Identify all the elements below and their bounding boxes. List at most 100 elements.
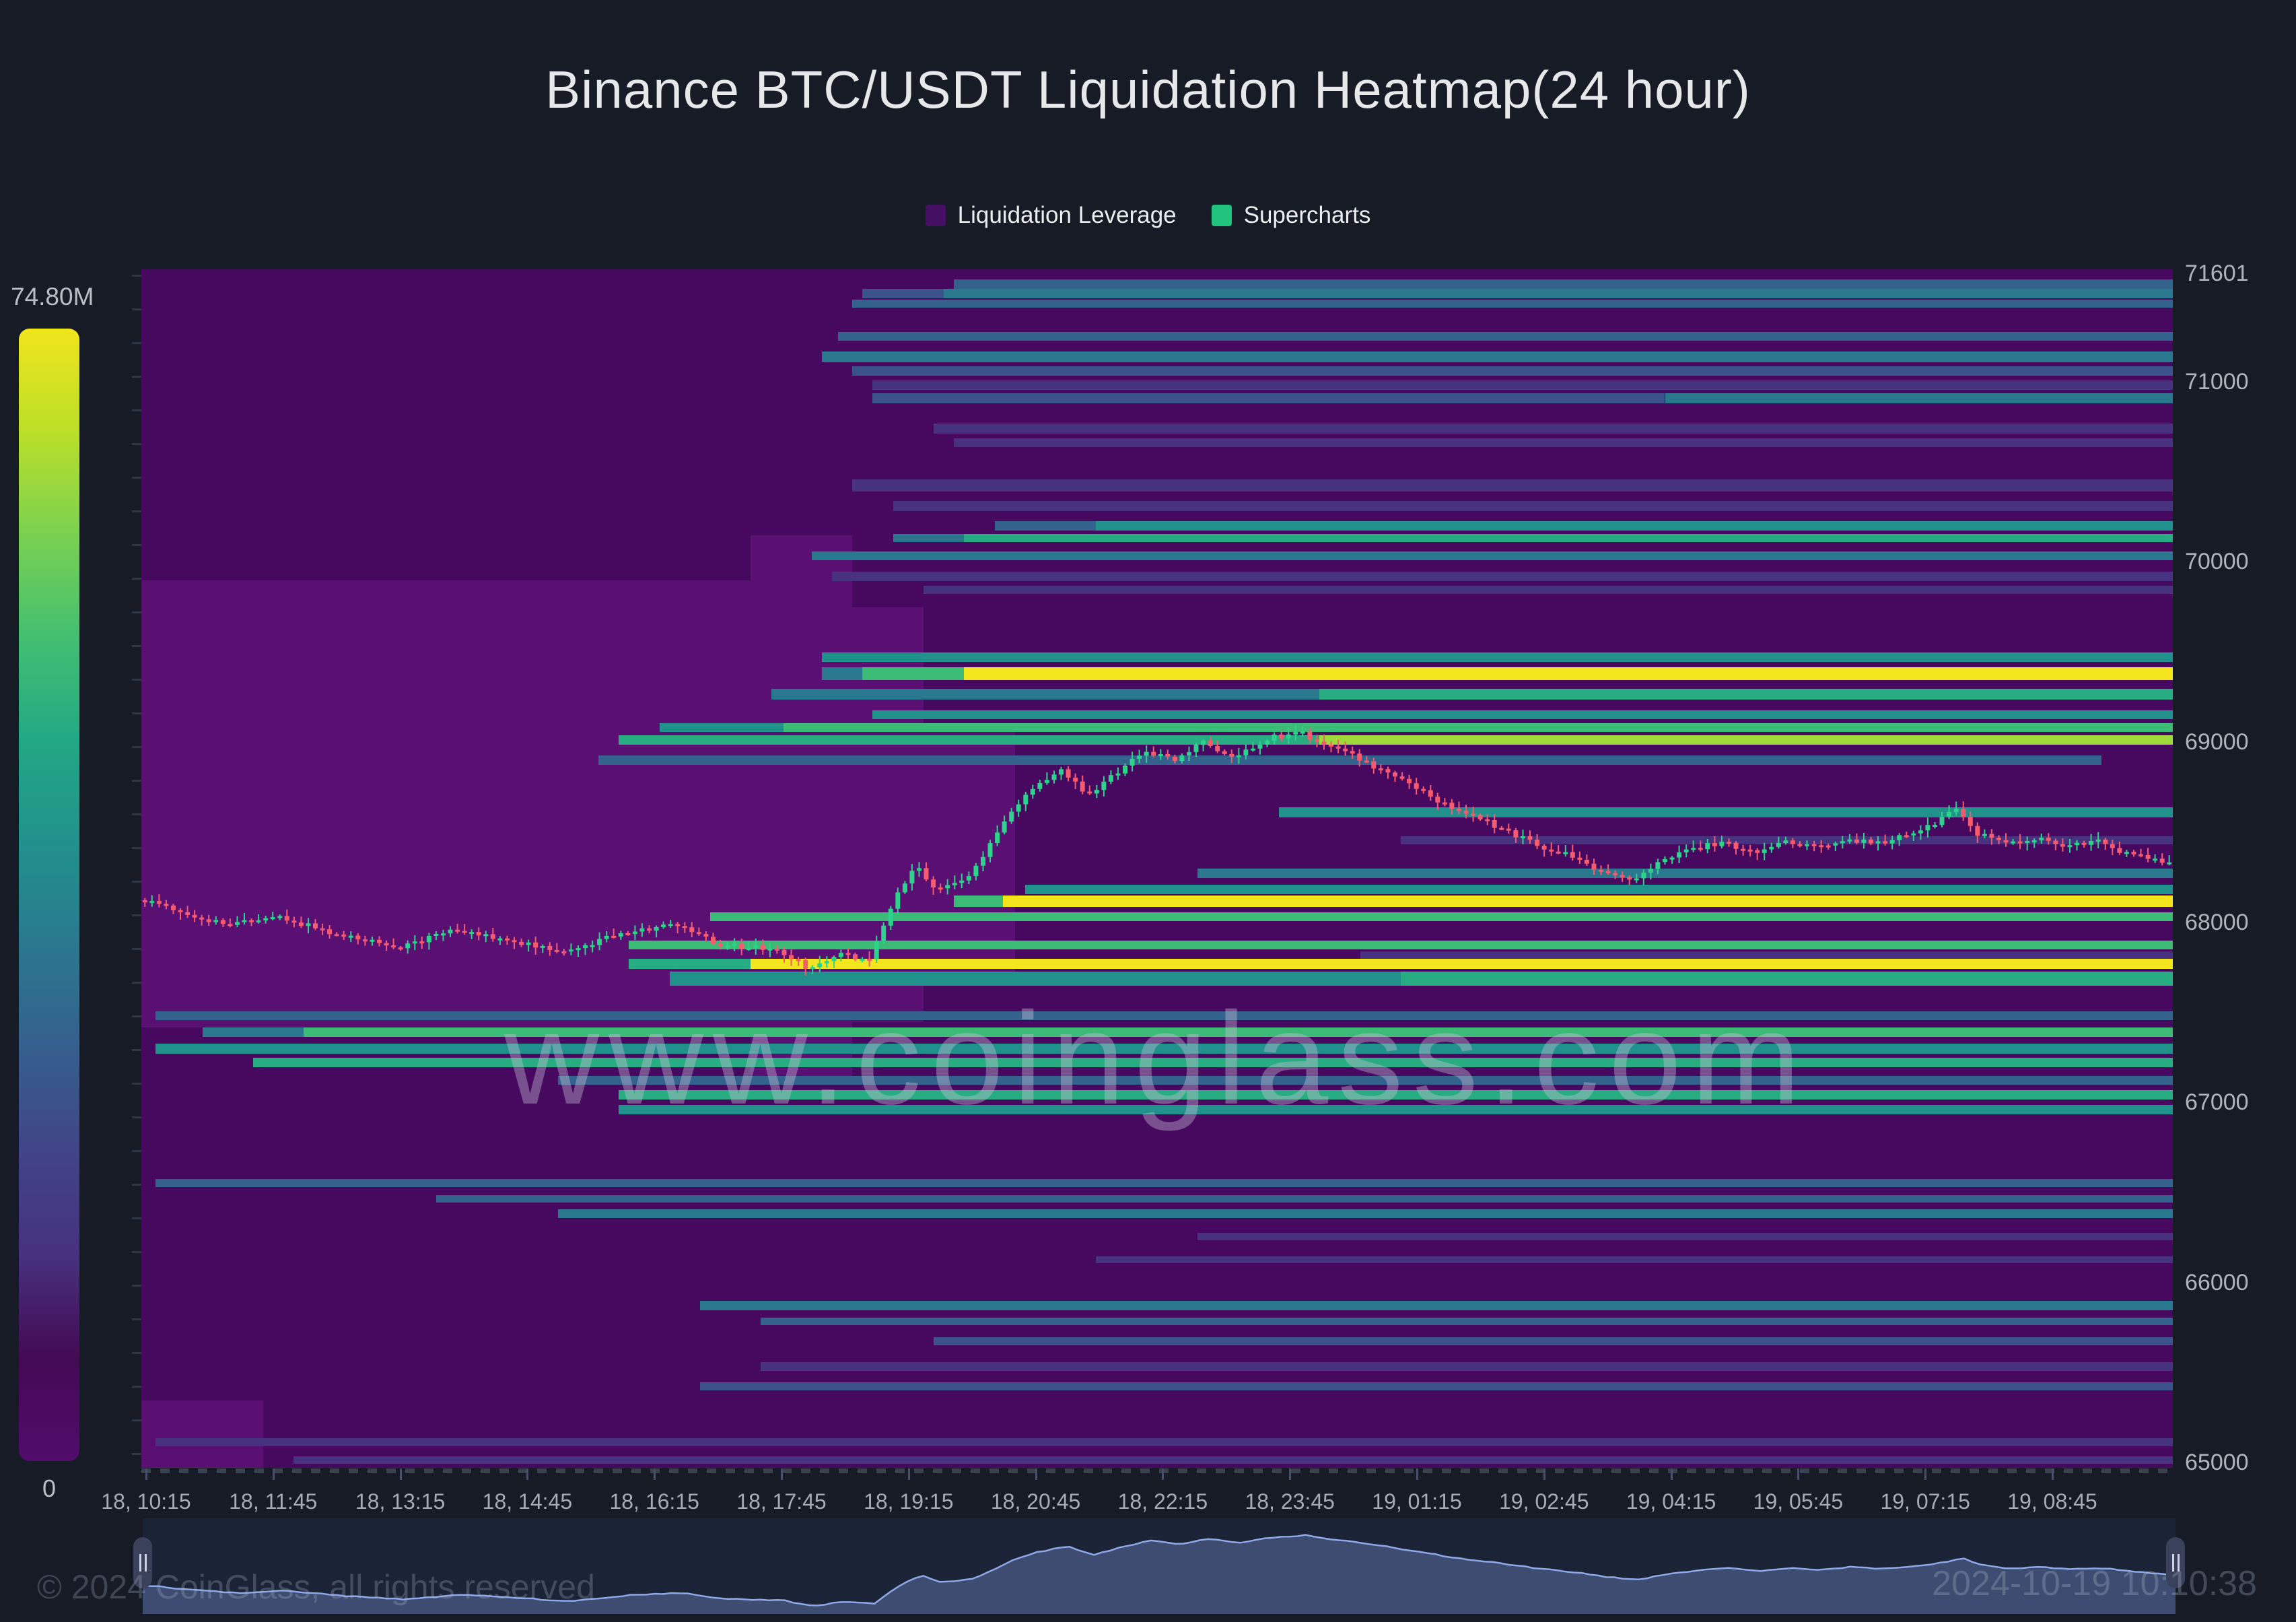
y-axis-label: 67000 (2185, 1089, 2249, 1116)
heatmap-band (838, 331, 2173, 341)
heatmap-band (923, 586, 2173, 594)
heatmap-band (771, 688, 1320, 700)
heatmap-band (141, 580, 751, 1027)
heatmap-band (994, 520, 1097, 531)
heatmap-band (629, 959, 751, 969)
x-axis-label: 19, 07:15 (1880, 1489, 1970, 1514)
y-axis-label: 65000 (2185, 1450, 2249, 1476)
heatmap-canvas[interactable]: www.coinglass.com (141, 269, 2173, 1468)
heatmap-band (893, 501, 2173, 512)
heatmap-band (862, 667, 965, 680)
heatmap-band (872, 380, 2173, 390)
x-axis-tick (1924, 1468, 1927, 1480)
x-axis-tick (1797, 1468, 1800, 1480)
navigator-right-handle[interactable] (2166, 1537, 2185, 1588)
heatmap-band (852, 366, 2173, 376)
y-axis-label: 68000 (2185, 909, 2249, 935)
heatmap-band (872, 710, 2173, 720)
heatmap-band (252, 1058, 2173, 1068)
heatmap-band (1360, 951, 2173, 959)
y-axis-label: 71601 (2185, 261, 2249, 286)
navigator-track[interactable] (143, 1518, 2176, 1614)
heatmap-band (893, 533, 965, 542)
x-axis-tick (1543, 1468, 1545, 1480)
heatmap-band (202, 1027, 304, 1038)
heatmap-band (557, 1076, 2173, 1085)
heatmap-band (710, 912, 2173, 921)
heatmap-band (954, 896, 1003, 907)
heatmap-band (155, 1011, 2173, 1020)
x-axis-tick (1035, 1468, 1037, 1480)
x-axis-tick (526, 1468, 529, 1480)
x-axis-label: 18, 17:45 (736, 1489, 827, 1514)
x-axis-label: 18, 23:45 (1245, 1489, 1335, 1514)
heatmap-band (1197, 869, 2173, 878)
heatmap-band (155, 1043, 2173, 1054)
heatmap-band (822, 351, 2173, 362)
heatmap-band (1096, 520, 2173, 531)
heatmap-band (155, 1438, 2173, 1447)
x-axis-label: 18, 10:15 (101, 1489, 191, 1514)
y-axis-label: 69000 (2185, 729, 2249, 755)
heatmap-band (1665, 393, 2173, 403)
x-axis-tick (2052, 1468, 2054, 1480)
heatmap-band (659, 722, 784, 733)
heatmap-band (954, 279, 2173, 289)
heatmap-band (934, 424, 2173, 434)
x-axis-label: 19, 08:45 (2007, 1489, 2097, 1514)
heatmap-band (751, 535, 853, 1082)
legend-item-liquidation-leverage[interactable]: Liquidation Leverage (925, 202, 1177, 229)
heatmap-band (1319, 735, 2173, 745)
x-axis-label: 18, 13:15 (355, 1489, 446, 1514)
x-axis-tick (272, 1468, 275, 1480)
y-axis-label: 70000 (2185, 549, 2249, 575)
heatmap-band (862, 288, 944, 299)
heatmap-band (783, 722, 2173, 733)
x-axis-label: 18, 11:45 (229, 1489, 318, 1514)
heatmap-band (944, 288, 2173, 299)
heatmap-band (1401, 971, 2173, 986)
heatmap-band (293, 1456, 2173, 1464)
heatmap-band (619, 735, 1320, 745)
x-axis-label: 19, 01:15 (1372, 1489, 1462, 1514)
heatmap-band (436, 1194, 2173, 1203)
y-axis-minor-ticks (132, 275, 141, 1468)
heatmap-band (619, 1104, 2173, 1114)
heatmap-band (964, 533, 2173, 542)
chart-legend: Liquidation Leverage Supercharts (0, 202, 2296, 229)
x-axis-tick (1289, 1468, 1292, 1480)
heatmap-band (1096, 1256, 2173, 1264)
x-axis-tick (1670, 1468, 1673, 1480)
x-axis-tick (1162, 1468, 1164, 1480)
heatmap-band (304, 1027, 2173, 1038)
heatmap-band (761, 1317, 2173, 1325)
x-axis-label: 18, 22:15 (1117, 1489, 1208, 1514)
x-axis-tick (399, 1468, 402, 1480)
heatmap-band (557, 1209, 2173, 1219)
heatmap-band (822, 667, 863, 680)
heatmap-band (629, 941, 2173, 950)
candlestick-layer (142, 724, 2172, 976)
heatmap-band (852, 479, 2173, 492)
heatmap-band (751, 959, 2173, 969)
x-axis-label: 18, 19:15 (864, 1489, 954, 1514)
legend-item-supercharts[interactable]: Supercharts (1211, 202, 1371, 229)
heatmap-band (832, 571, 2173, 581)
heatmap-band (1401, 836, 2173, 845)
heatmap-band (852, 299, 2173, 308)
x-axis-label: 18, 14:45 (482, 1489, 573, 1514)
navigator-left-handle[interactable] (133, 1537, 152, 1588)
legend-label: Supercharts (1243, 202, 1371, 228)
liquidation-leverage-swatch-icon (925, 205, 946, 226)
x-axis-tick (145, 1468, 147, 1480)
x-axis-label: 18, 20:45 (990, 1489, 1081, 1514)
copyright-text: © 2024 CoinGlass, all rights reserved (37, 1568, 595, 1606)
heatmap-band (811, 551, 2173, 561)
y-axis-label: 66000 (2185, 1269, 2249, 1295)
navigator-area-chart (143, 1534, 2176, 1614)
x-axis-tick (654, 1468, 656, 1480)
heatmap-band (822, 652, 2173, 662)
heatmap-band (155, 1178, 2173, 1187)
x-axis-label: 19, 02:45 (1499, 1489, 1589, 1514)
